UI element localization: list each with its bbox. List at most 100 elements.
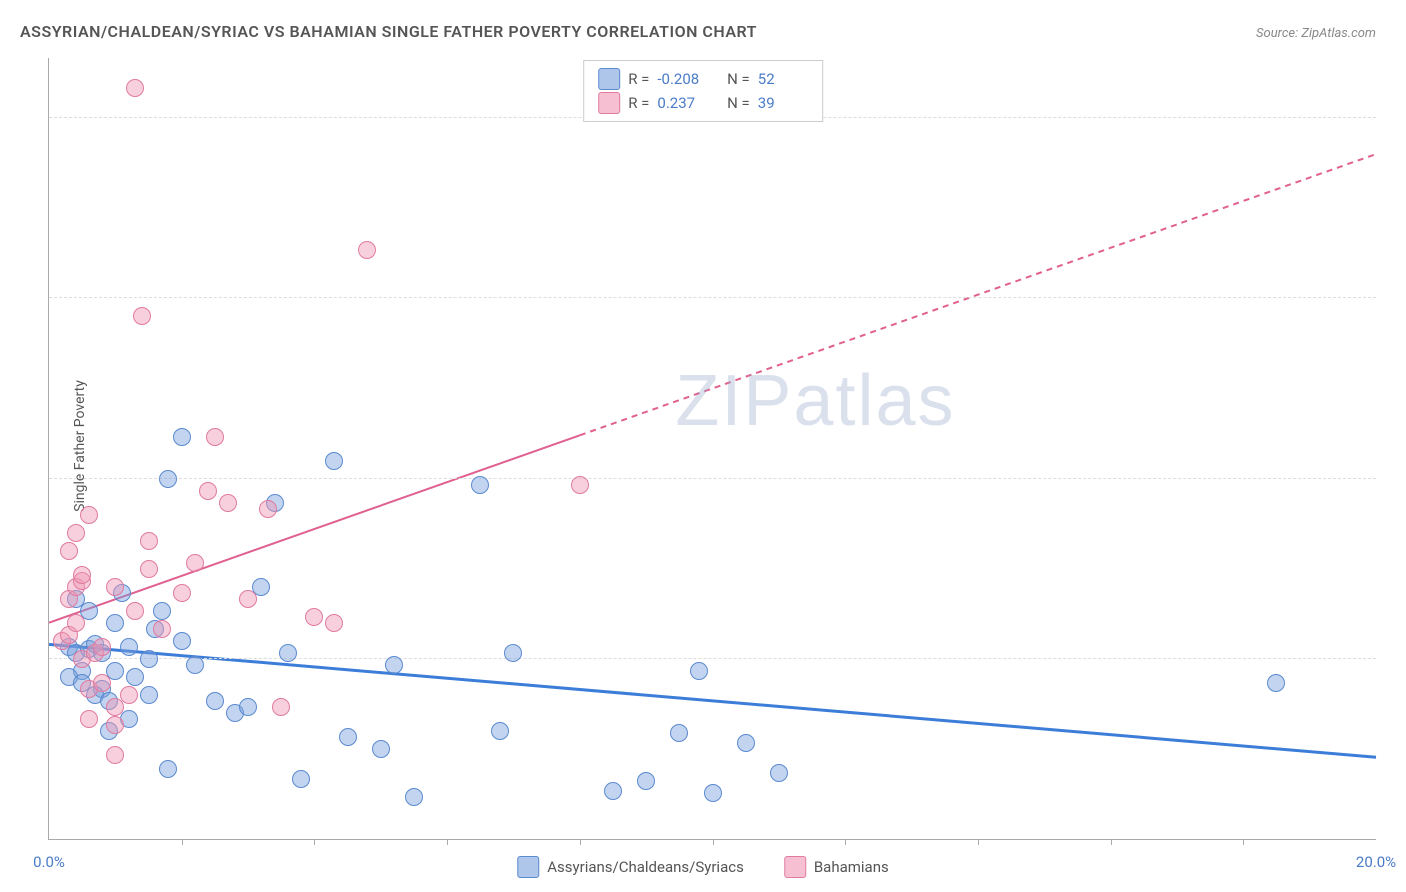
x-tick <box>447 839 448 845</box>
data-point <box>239 698 257 716</box>
data-point <box>106 716 124 734</box>
y-tick-label: 60.0% <box>1386 109 1406 127</box>
legend-r-label: R = <box>628 67 649 91</box>
data-point <box>133 307 151 325</box>
data-point <box>571 476 589 494</box>
data-point <box>325 452 343 470</box>
data-point <box>305 608 323 626</box>
data-point <box>292 770 310 788</box>
data-point <box>491 722 509 740</box>
data-point <box>339 728 357 746</box>
legend-label: Bahamians <box>814 858 889 876</box>
data-point <box>126 79 144 97</box>
x-tick <box>1111 839 1112 845</box>
data-point <box>60 542 78 560</box>
data-point <box>93 638 111 656</box>
data-point <box>140 686 158 704</box>
correlation-legend: R = -0.208 N = 52 R = 0.237 N = 39 <box>583 60 823 122</box>
data-point <box>279 644 297 662</box>
data-point <box>219 494 237 512</box>
x-tick <box>845 839 846 845</box>
data-point <box>140 560 158 578</box>
data-point <box>206 428 224 446</box>
x-tick <box>978 839 979 845</box>
x-tick <box>580 839 581 845</box>
data-point <box>159 760 177 778</box>
source-attribution: Source: ZipAtlas.com <box>1256 26 1376 41</box>
data-point <box>239 590 257 608</box>
data-point <box>106 746 124 764</box>
legend-row-blue: R = -0.208 N = 52 <box>598 67 808 91</box>
legend-swatch-pink <box>598 92 620 114</box>
data-point <box>1267 674 1285 692</box>
data-point <box>385 656 403 674</box>
data-point <box>80 710 98 728</box>
legend-item-blue: Assyrians/Chaldeans/Syriacs <box>517 856 744 878</box>
data-point <box>259 500 277 518</box>
data-point <box>358 241 376 259</box>
data-point <box>126 602 144 620</box>
data-point <box>173 584 191 602</box>
legend-swatch-pink <box>784 856 806 878</box>
data-point <box>173 632 191 650</box>
legend-swatch-blue <box>517 856 539 878</box>
data-point <box>637 772 655 790</box>
legend-swatch-blue <box>598 68 620 90</box>
data-point <box>140 650 158 668</box>
x-tick <box>713 839 714 845</box>
data-point <box>80 506 98 524</box>
data-point <box>120 638 138 656</box>
data-point <box>471 476 489 494</box>
data-point <box>106 578 124 596</box>
data-point <box>737 734 755 752</box>
legend-r-value: -0.208 <box>657 67 707 91</box>
data-point <box>67 614 85 632</box>
data-point <box>173 428 191 446</box>
data-point <box>199 482 217 500</box>
data-point <box>153 620 171 638</box>
data-point <box>93 674 111 692</box>
legend-n-value: 39 <box>758 91 808 115</box>
data-point <box>704 784 722 802</box>
data-point <box>770 764 788 782</box>
x-tick-label: 0.0% <box>33 853 65 871</box>
data-point <box>405 788 423 806</box>
data-point <box>106 614 124 632</box>
data-point <box>690 662 708 680</box>
data-point <box>325 614 343 632</box>
gridline <box>49 478 1376 479</box>
data-point <box>604 782 622 800</box>
data-point <box>186 554 204 572</box>
gridline <box>49 297 1376 298</box>
legend-n-label: N = <box>727 91 750 115</box>
x-tick <box>314 839 315 845</box>
data-point <box>153 602 171 620</box>
x-tick-label: 20.0% <box>1356 853 1396 871</box>
data-point <box>67 524 85 542</box>
data-point <box>73 566 91 584</box>
gridline <box>49 658 1376 659</box>
data-point <box>504 644 522 662</box>
x-tick <box>1243 839 1244 845</box>
data-point <box>120 686 138 704</box>
legend-n-value: 52 <box>758 67 808 91</box>
data-point <box>140 532 158 550</box>
scatter-chart: 15.0%30.0%45.0%60.0%0.0%20.0% <box>48 58 1376 840</box>
data-point <box>126 668 144 686</box>
legend-item-pink: Bahamians <box>784 856 889 878</box>
legend-r-value: 0.237 <box>657 91 707 115</box>
legend-row-pink: R = 0.237 N = 39 <box>598 91 808 115</box>
y-tick-label: 45.0% <box>1386 289 1406 307</box>
data-point <box>159 470 177 488</box>
regression-lines-layer <box>49 58 1376 839</box>
y-tick-label: 30.0% <box>1386 470 1406 488</box>
legend-label: Assyrians/Chaldeans/Syriacs <box>547 858 744 876</box>
data-point <box>186 656 204 674</box>
data-point <box>206 692 224 710</box>
data-point <box>670 724 688 742</box>
data-point <box>272 698 290 716</box>
y-tick-label: 15.0% <box>1386 650 1406 668</box>
data-point <box>372 740 390 758</box>
x-tick <box>182 839 183 845</box>
series-legend: Assyrians/Chaldeans/Syriacs Bahamians <box>517 856 889 878</box>
